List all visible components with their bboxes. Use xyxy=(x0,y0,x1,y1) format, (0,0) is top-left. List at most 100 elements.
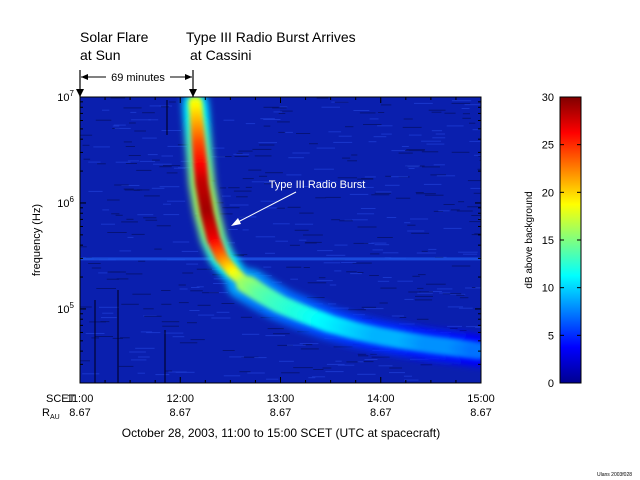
noise-streak xyxy=(238,150,253,152)
noise-streak xyxy=(407,166,419,168)
noise-streak xyxy=(288,157,305,159)
noise-streak xyxy=(266,378,279,380)
noise-streak xyxy=(167,145,187,147)
noise-streak xyxy=(316,97,329,99)
noise-streak xyxy=(155,374,170,376)
noise-streak xyxy=(161,155,173,157)
noise-streak xyxy=(377,237,393,238)
noise-streak xyxy=(359,112,376,114)
burst-annotation-arrow-line xyxy=(235,191,297,224)
interference-band xyxy=(80,257,481,261)
noise-streak xyxy=(223,375,241,377)
noise-streak xyxy=(173,167,186,169)
noise-streak xyxy=(401,146,409,147)
noise-streak xyxy=(251,181,271,183)
noise-streak xyxy=(190,290,203,292)
noise-streak xyxy=(154,248,162,250)
noise-streak xyxy=(416,252,436,254)
noise-streak xyxy=(330,307,349,309)
noise-streak xyxy=(216,311,230,313)
noise-streak xyxy=(101,317,117,319)
noise-streak xyxy=(300,348,319,350)
rau-value: 8.67 xyxy=(270,407,291,419)
noise-streak xyxy=(233,153,250,155)
noise-streak xyxy=(351,154,358,156)
noise-streak xyxy=(415,295,433,297)
noise-streak xyxy=(361,178,374,180)
noise-streak xyxy=(189,310,200,311)
noise-streak xyxy=(229,356,244,358)
noise-streak xyxy=(287,206,301,208)
noise-streak xyxy=(450,209,460,211)
noise-streak xyxy=(135,347,155,349)
noise-streak xyxy=(313,369,324,370)
noise-streak xyxy=(309,143,318,145)
noise-streak xyxy=(159,166,172,168)
noise-streak xyxy=(346,271,357,273)
noise-streak xyxy=(131,233,145,235)
flare-marker xyxy=(76,70,84,97)
noise-streak xyxy=(121,221,138,223)
noise-streak xyxy=(357,226,377,228)
noise-streak xyxy=(391,176,409,178)
noise-streak xyxy=(265,172,283,174)
noise-streak xyxy=(478,155,481,157)
noise-streak xyxy=(265,335,286,337)
noise-streak xyxy=(404,222,411,224)
noise-streak xyxy=(227,242,235,244)
noise-streak xyxy=(477,168,481,170)
noise-streak xyxy=(364,359,378,360)
noise-streak xyxy=(80,306,92,308)
flare-marker-arrowhead xyxy=(76,89,84,97)
noise-streak xyxy=(236,196,248,198)
noise-streak xyxy=(94,336,113,337)
noise-streak xyxy=(410,358,429,360)
noise-streak xyxy=(114,184,129,186)
noise-streak xyxy=(82,373,100,375)
noise-streak xyxy=(144,195,160,197)
noise-streak xyxy=(403,375,412,377)
noise-streak xyxy=(298,239,307,241)
noise-streak xyxy=(260,118,275,120)
noise-streak xyxy=(357,213,375,215)
noise-streak xyxy=(236,152,243,154)
noise-streak xyxy=(433,210,444,212)
noise-streak xyxy=(116,278,129,280)
noise-streak xyxy=(98,272,108,274)
noise-streak xyxy=(391,315,404,317)
noise-streak xyxy=(432,137,446,139)
noise-streak xyxy=(118,365,134,367)
noise-streak xyxy=(110,271,121,273)
noise-streak xyxy=(405,165,420,167)
noise-streak xyxy=(210,156,226,158)
noise-streak xyxy=(128,155,141,156)
noise-streak xyxy=(465,326,481,328)
noise-streak xyxy=(342,157,351,159)
burst-annotation-label: Type III Radio Burst xyxy=(269,179,366,191)
noise-streak xyxy=(447,325,462,327)
noise-streak xyxy=(112,125,120,127)
noise-streak xyxy=(299,343,319,345)
noise-streak xyxy=(461,108,470,109)
noise-streak xyxy=(467,206,481,208)
noise-streak xyxy=(163,203,171,205)
noise-streak xyxy=(464,104,481,106)
noise-streak xyxy=(417,292,433,294)
arrival-label-line2: at Cassini xyxy=(190,47,252,63)
noise-streak xyxy=(213,278,232,280)
noise-streak xyxy=(424,194,444,196)
noise-streak xyxy=(119,337,130,339)
noise-streak xyxy=(438,210,450,212)
noise-streak xyxy=(469,140,481,142)
noise-streak xyxy=(381,104,392,106)
noise-streak xyxy=(164,370,173,372)
noise-streak xyxy=(196,268,212,270)
noise-streak xyxy=(333,346,353,348)
noise-streak xyxy=(131,359,147,361)
noise-streak xyxy=(442,293,462,295)
noise-streak xyxy=(408,168,415,169)
noise-streak xyxy=(451,100,472,102)
noise-streak xyxy=(230,254,248,256)
noise-streak xyxy=(314,168,334,170)
noise-streak xyxy=(444,112,456,114)
